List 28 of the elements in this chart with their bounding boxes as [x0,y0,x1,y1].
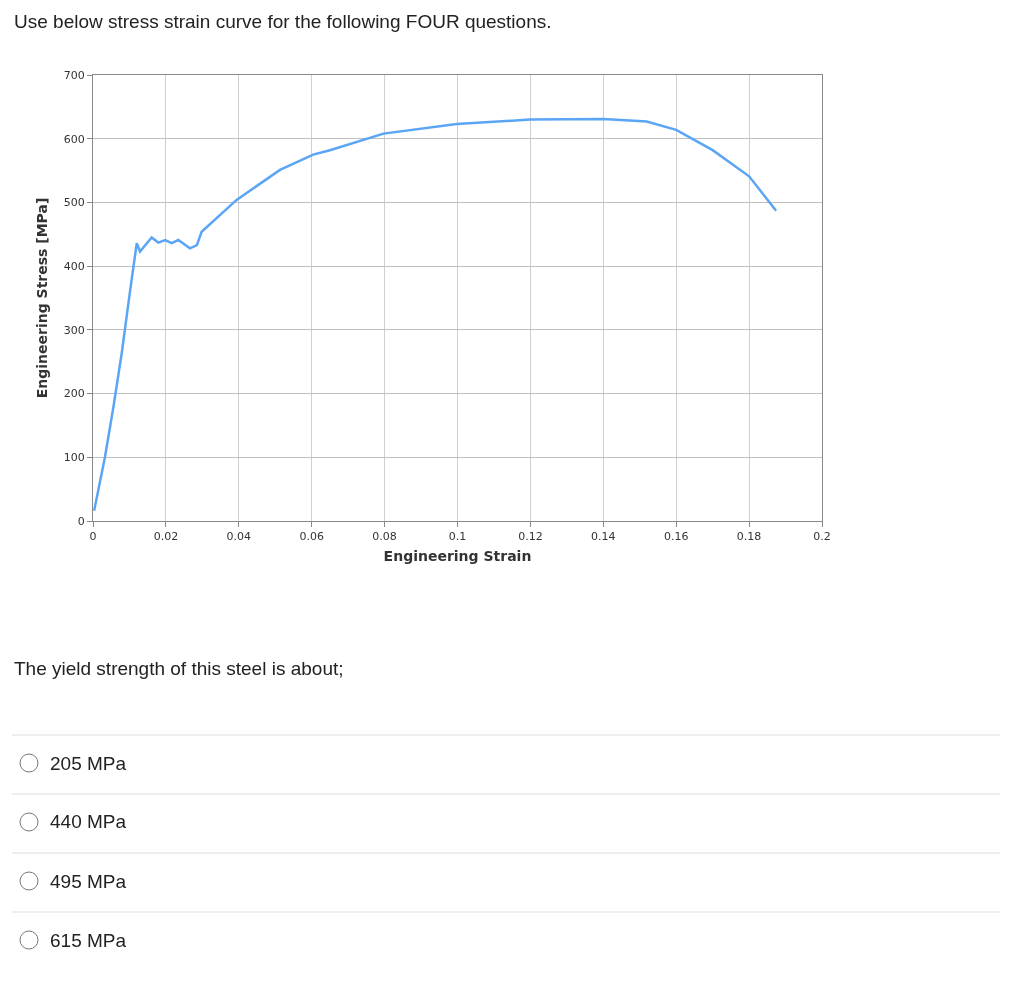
y-tick-label: 600 [63,132,85,146]
line-series [93,117,778,513]
x-tick-label: 0.14 [591,530,616,544]
y-tick-label: 100 [63,451,85,465]
y-tick-label: 300 [63,323,85,337]
x-tick-label: 0.06 [299,530,324,544]
x-tick-label: 0.18 [736,530,762,544]
x-tick-label: 0.2 [813,530,831,544]
y-tick-label: 500 [63,196,85,210]
y-tick-label: 0 [77,514,85,528]
text: 205 MPa [50,753,127,774]
y-axis-title: Engineering Stress [MPa] [34,197,51,399]
x-tick-label: 0.08 [372,530,397,544]
x-tick-label: 0.12 [518,530,543,544]
x-tick-label: 0.02 [153,530,179,544]
x-tick-label: 0 [89,530,97,544]
text: 440 MPa [50,811,127,832]
text: 495 MPa [50,871,127,892]
x-tick-label: 0.1 [448,530,467,544]
chart-title: Use below stress strain curve for the following FOUR questions. [14,11,552,32]
y-tick-label: 400 [63,259,85,273]
x-axis-title: Engineering Strain [383,547,532,564]
y-tick-label: 700 [63,68,85,82]
text: The yield strength of this steel is about; [14,658,344,679]
text: 615 MPa [50,930,127,951]
y-tick-label: 200 [63,387,85,401]
x-tick-label: 0.16 [663,530,689,544]
x-tick-label: 0.04 [226,530,252,544]
